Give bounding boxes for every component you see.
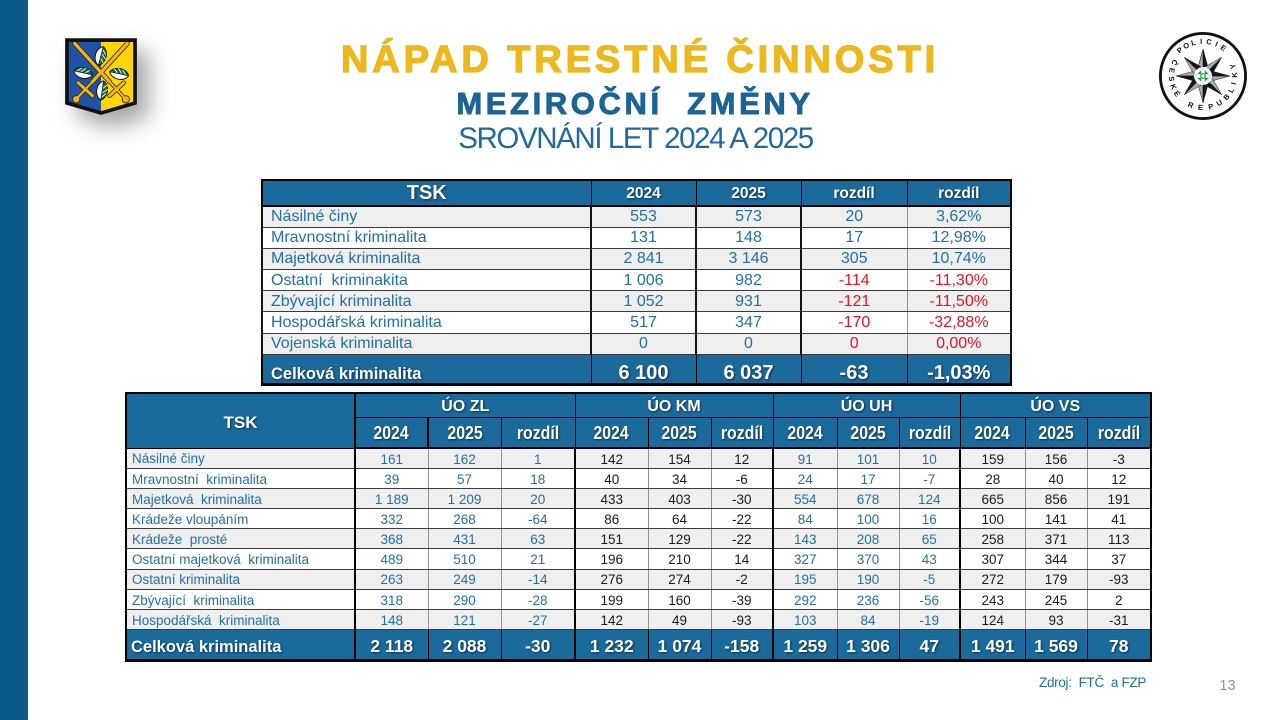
svg-text:K: K xyxy=(1230,72,1239,78)
svg-text:C: C xyxy=(1206,37,1213,47)
svg-text:O: O xyxy=(1181,40,1191,51)
svg-text:P: P xyxy=(1175,45,1185,55)
svg-text:E: E xyxy=(1198,103,1204,112)
svg-text:E: E xyxy=(1167,67,1177,74)
svg-text:B: B xyxy=(1221,92,1232,102)
svg-text:Č: Č xyxy=(1169,58,1180,67)
svg-text:I: I xyxy=(1214,40,1219,49)
svg-text:K: K xyxy=(1168,83,1179,92)
svg-text:L: L xyxy=(1226,86,1236,95)
svg-text:S: S xyxy=(1167,76,1176,82)
svg-text:U: U xyxy=(1215,98,1224,108)
svg-text:I: I xyxy=(1229,81,1238,85)
svg-text:L: L xyxy=(1190,38,1197,48)
svg-text:P: P xyxy=(1207,102,1214,112)
svg-text:R: R xyxy=(1186,100,1195,111)
svg-text:I: I xyxy=(1200,37,1203,46)
svg-text:É: É xyxy=(1172,89,1182,98)
svg-text:E: E xyxy=(1219,43,1228,53)
svg-text:Y: Y xyxy=(1228,62,1238,70)
